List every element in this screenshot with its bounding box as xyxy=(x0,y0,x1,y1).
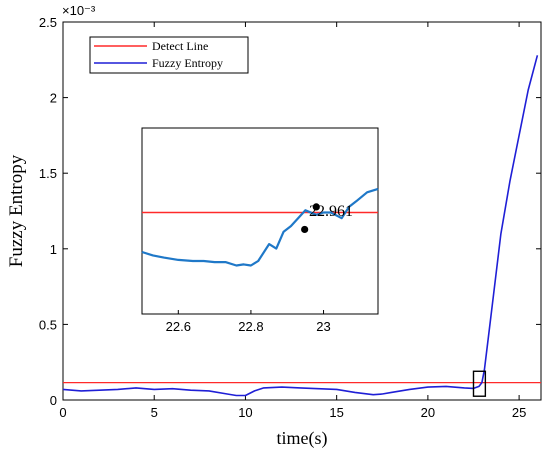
inset-point-marker xyxy=(312,203,320,211)
y-tick-label: 2.5 xyxy=(39,15,57,30)
main-series xyxy=(62,55,541,397)
x-tick-label: 20 xyxy=(421,405,435,420)
inset-x-tick-label: 22.8 xyxy=(238,319,263,334)
x-axis-label: time(s) xyxy=(277,428,328,449)
legend-label-detect-line: Detect Line xyxy=(152,39,208,53)
inset-series xyxy=(141,187,379,267)
x-tick-label: 10 xyxy=(238,405,252,420)
inset-ticks: 22.6 22.8 23 xyxy=(166,310,331,334)
inset-markers xyxy=(301,203,320,234)
main-ticks: 0 5 10 15 20 25 0 0.5 1 1.5 2 2.5 xyxy=(39,15,541,420)
legend-label-fuzzy-entropy: Fuzzy Entropy xyxy=(152,56,223,70)
detection-time-annotation: 22.961 xyxy=(309,203,353,220)
inset-x-tick-label: 23 xyxy=(316,319,330,334)
y-tick-label: 0 xyxy=(50,393,57,408)
legend: Detect Line Fuzzy Entropy xyxy=(89,36,249,74)
zoom-region-box xyxy=(472,370,487,397)
y-tick-label: 2 xyxy=(50,91,57,106)
x-tick-label: 15 xyxy=(329,405,343,420)
y-exponent-label: ×10⁻³ xyxy=(62,3,96,18)
inset-point-marker xyxy=(301,225,309,234)
inset-plot-frame xyxy=(141,127,379,315)
series-line-fuzzy-entropy xyxy=(62,55,539,397)
inset-series-line-fuzzy-entropy xyxy=(141,187,379,267)
y-tick-label: 1 xyxy=(50,242,57,257)
x-tick-label: 0 xyxy=(59,405,66,420)
y-tick-label: 1.5 xyxy=(39,166,57,181)
legend-box xyxy=(89,36,249,74)
inset-x-tick-label: 22.6 xyxy=(166,319,191,334)
y-axis-label: Fuzzy Entropy xyxy=(6,154,27,267)
y-tick-label: 0.5 xyxy=(39,317,57,332)
x-tick-label: 25 xyxy=(512,405,526,420)
x-tick-label: 5 xyxy=(151,405,158,420)
inset-plot: 22.6 22.8 23 22.961 xyxy=(141,127,379,334)
